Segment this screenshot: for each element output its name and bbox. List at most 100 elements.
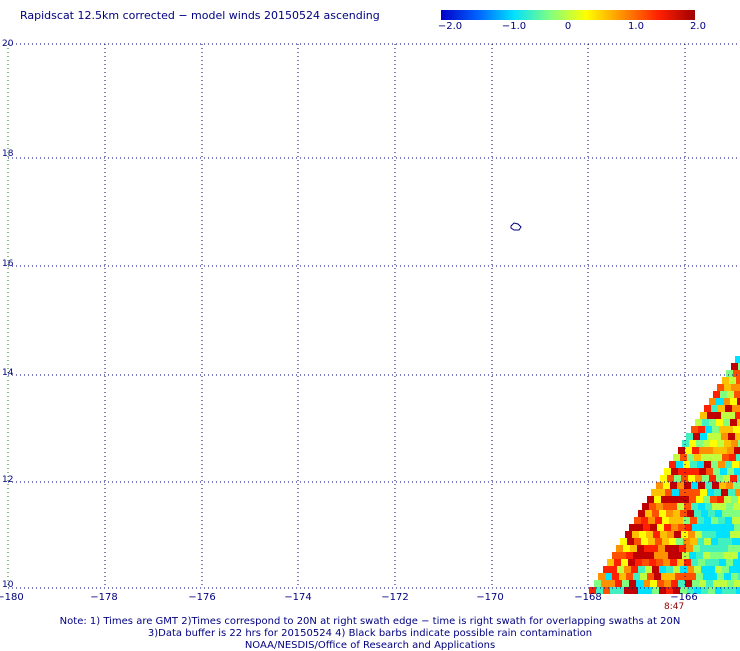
wind-cell (725, 461, 732, 468)
wind-cell (619, 552, 626, 559)
wind-cell (694, 510, 701, 517)
wind-cell (629, 524, 636, 531)
wind-cell (662, 517, 669, 524)
wind-cell (714, 412, 721, 419)
wind-cell (722, 454, 729, 461)
wind-cell (726, 559, 733, 566)
wind-cell (686, 489, 693, 496)
wind-cell (704, 517, 711, 524)
wind-cell (710, 440, 717, 447)
wind-cell (690, 538, 697, 545)
wind-cell (692, 524, 699, 531)
wind-cell (734, 580, 740, 587)
wind-cell (677, 482, 684, 489)
wind-cell (681, 475, 688, 482)
wind-cell (634, 538, 641, 545)
wind-cell (737, 419, 740, 426)
wind-cell (636, 524, 643, 531)
wind-cell (679, 545, 686, 552)
wind-cell (612, 573, 619, 580)
wind-cell (685, 524, 692, 531)
wind-cell (729, 377, 736, 384)
wind-cell (623, 545, 630, 552)
wind-cell (676, 517, 683, 524)
wind-cell (696, 573, 703, 580)
wind-cell (737, 398, 740, 405)
wind-cell (684, 559, 691, 566)
lon-tick-label: −178 (90, 592, 118, 603)
wind-cell (665, 489, 672, 496)
wind-cell (733, 559, 740, 566)
wind-cell (736, 377, 740, 384)
wind-cell (675, 552, 682, 559)
wind-cell (686, 545, 693, 552)
wind-cell (680, 454, 687, 461)
wind-cell (708, 587, 715, 594)
wind-cell (706, 580, 713, 587)
wind-cell (736, 454, 740, 461)
wind-cell (729, 566, 736, 573)
wind-cell (727, 580, 734, 587)
wind-cell (705, 559, 712, 566)
wind-cell (721, 489, 728, 496)
wind-cell (643, 580, 650, 587)
wind-cell (711, 538, 718, 545)
wind-cell (665, 545, 672, 552)
wind-cell (695, 531, 702, 538)
wind-cell (708, 566, 715, 573)
wind-cell (718, 461, 725, 468)
wind-cell (641, 538, 648, 545)
wind-cell (730, 531, 737, 538)
wind-cell (642, 559, 649, 566)
wind-cell (683, 538, 690, 545)
wind-cell (729, 454, 736, 461)
wind-cell (656, 559, 663, 566)
wind-cell (705, 426, 712, 433)
wind-cell (640, 573, 647, 580)
wind-cell (731, 440, 738, 447)
wind-cell (647, 552, 654, 559)
wind-cell (666, 566, 673, 573)
island-outline (510, 222, 522, 231)
wind-cell (708, 510, 715, 517)
wind-cell (728, 489, 735, 496)
wind-cell (721, 412, 728, 419)
wind-cell (653, 531, 660, 538)
wind-cell (667, 531, 674, 538)
wind-cell (683, 517, 690, 524)
wind-cell (690, 461, 697, 468)
wind-cell (678, 524, 685, 531)
wind-cell (601, 580, 608, 587)
wind-cell (669, 461, 676, 468)
wind-cell (731, 496, 738, 503)
wind-cell (702, 531, 709, 538)
wind-cell (680, 566, 687, 573)
wind-cell (667, 475, 674, 482)
wind-cell (617, 566, 624, 573)
wind-cell (625, 531, 632, 538)
wind-cell (704, 405, 711, 412)
wind-cell (716, 419, 723, 426)
wind-cell (652, 566, 659, 573)
wind-cell (645, 566, 652, 573)
wind-cell (648, 517, 655, 524)
wind-cell (713, 468, 720, 475)
wind-cell (716, 398, 723, 405)
wind-cell (701, 454, 708, 461)
wind-cell (733, 503, 740, 510)
wind-cell (676, 461, 683, 468)
wind-cell (696, 496, 703, 503)
wind-cell (718, 517, 725, 524)
wind-cell (726, 426, 733, 433)
wind-cell (636, 580, 643, 587)
wind-cell (719, 482, 726, 489)
wind-cell (697, 461, 704, 468)
lat-tick-label: 14 (2, 368, 14, 378)
wind-cell (722, 377, 729, 384)
wind-cell (673, 454, 680, 461)
wind-cell (675, 496, 682, 503)
wind-cell (646, 531, 653, 538)
wind-cell (716, 531, 723, 538)
wind-cell (723, 398, 730, 405)
